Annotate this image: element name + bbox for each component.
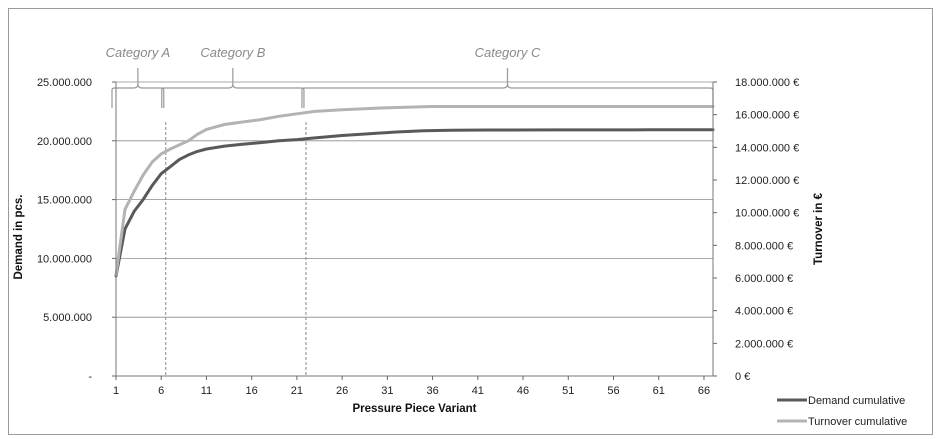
y2-tick-label: 12.000.000 €: [735, 175, 799, 187]
legend-label: Turnover cumulative: [808, 416, 907, 428]
y2-tick-label: 4.000.000 €: [735, 306, 793, 318]
legend-label: Demand cumulative: [808, 395, 905, 407]
x-tick-label: 31: [381, 385, 393, 397]
category-brace: [161, 68, 305, 108]
x-tick-label: 6: [158, 385, 164, 397]
y2-tick-label: 18.000.000 €: [735, 77, 799, 89]
y-tick-label: 10.000.000: [37, 253, 92, 265]
x-tick-label: 36: [426, 385, 438, 397]
y2-tick-label: 8.000.000 €: [735, 240, 793, 252]
x-tick-label: 41: [472, 385, 484, 397]
x-tick-label: 1: [113, 385, 119, 397]
y2-tick-label: 2.000.000 €: [735, 338, 793, 350]
y2-tick-label: 14.000.000 €: [735, 142, 799, 154]
y-tick-label: 20.000.000: [37, 136, 92, 148]
y-tick-label: 15.000.000: [37, 195, 92, 207]
chart-border: [8, 8, 933, 435]
y-tick-label: -: [88, 371, 92, 383]
y-tick-label: 5.000.000: [43, 312, 92, 324]
category-label: Category A: [106, 45, 171, 60]
series-line-turnover: [114, 105, 715, 277]
y2-tick-label: 6.000.000 €: [735, 273, 793, 285]
x-tick-label: 51: [562, 385, 574, 397]
x-tick-label: 11: [201, 385, 212, 397]
y-tick-label: 25.000.000: [37, 77, 92, 89]
y2-axis-title: Turnover in €: [813, 192, 825, 265]
category-brace: [301, 68, 714, 108]
x-tick-label: 21: [291, 385, 303, 397]
y2-tick-label: 10.000.000 €: [735, 208, 799, 220]
x-axis-title: Pressure Piece Variant: [352, 403, 476, 415]
x-tick-label: 66: [698, 385, 710, 397]
x-tick-label: 16: [246, 385, 258, 397]
x-tick-label: 56: [607, 385, 619, 397]
category-label: Category C: [475, 45, 541, 60]
category-brace: [111, 68, 165, 108]
y2-tick-label: 16.000.000 €: [735, 110, 799, 122]
x-tick-label: 61: [653, 385, 665, 397]
series-line-demand: [114, 128, 715, 278]
y2-tick-label: 0 €: [735, 371, 750, 383]
category-label: Category B: [200, 45, 265, 60]
x-tick-label: 26: [336, 385, 348, 397]
y-axis-title: Demand in pcs.: [13, 195, 25, 280]
x-tick-label: 46: [517, 385, 529, 397]
